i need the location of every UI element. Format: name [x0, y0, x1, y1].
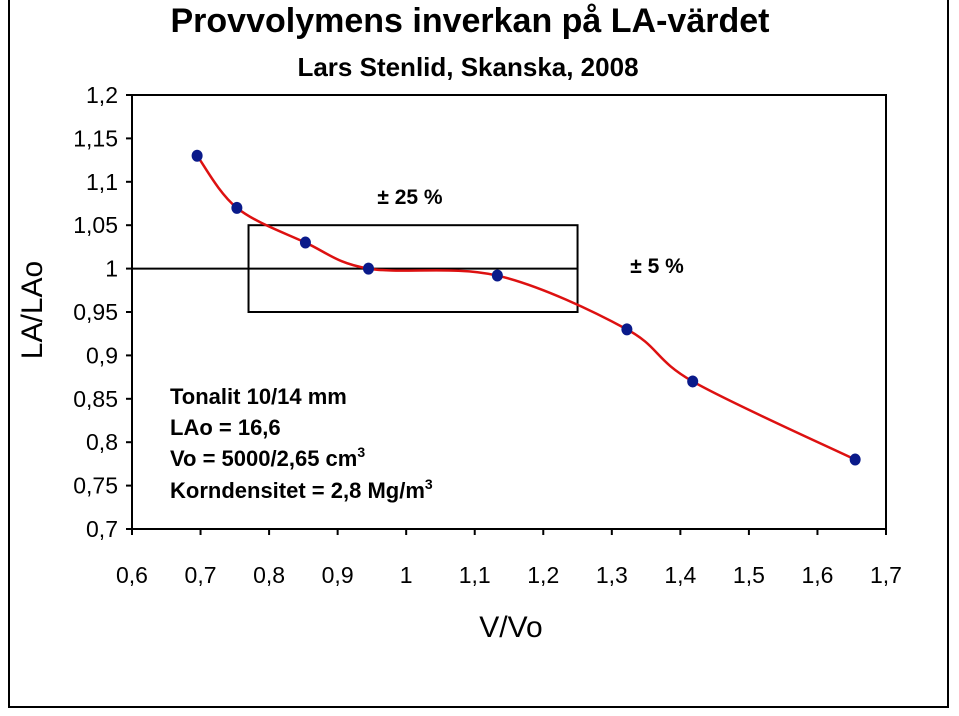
- x-tick-label: 1,3: [596, 562, 628, 588]
- x-tick-label: 1,2: [527, 562, 559, 588]
- y-tick-label: 1,05: [73, 212, 118, 238]
- chart-title: Provvolymens inverkan på LA-värdet: [170, 2, 769, 40]
- y-tick-label: 0,85: [73, 386, 118, 412]
- x-tick-label: 1,6: [801, 562, 833, 588]
- data-point: [687, 375, 699, 388]
- y-tick-label: 1: [105, 256, 118, 282]
- x-tick-label: 1,7: [870, 562, 902, 588]
- data-point: [621, 323, 633, 336]
- x-tick-label: 1: [400, 562, 413, 588]
- y-tick-label: 0,7: [86, 516, 118, 542]
- chart-subtitle: Lars Stenlid, Skanska, 2008: [297, 52, 638, 82]
- x-axis: 0,6 0,7 0,8 0,9 1 1,1 1,2 1,3 1,4 1,5 1,6 1,7: [116, 529, 902, 588]
- data-point: [491, 269, 503, 282]
- y-tick-label: 1,15: [73, 125, 118, 151]
- info-vo: Vo = 5000/2,65 cm3: [170, 444, 365, 471]
- x-tick-label: 0,8: [253, 562, 285, 588]
- data-point: [231, 201, 243, 214]
- x-tick-label: 0,9: [322, 562, 354, 588]
- box-label: ± 25 %: [377, 186, 443, 209]
- x-tick-label: 1,4: [664, 562, 696, 588]
- info-density: Korndensitet = 2,8 Mg/m3: [170, 476, 433, 503]
- data-point: [191, 149, 203, 162]
- line-label: ± 5 %: [630, 255, 684, 278]
- y-axis: 0,7 0,75 0,8 0,85 0,9 0,95 1 1,05 1,1 1,15 1,2: [73, 82, 132, 542]
- y-tick-label: 1,2: [86, 82, 118, 108]
- x-axis-title: V/Vo: [479, 611, 542, 644]
- data-point: [299, 236, 311, 249]
- y-axis-title: LA/LAo: [16, 261, 49, 359]
- x-tick-label: 1,1: [459, 562, 491, 588]
- y-tick-label: 0,95: [73, 299, 118, 325]
- y-tick-label: 1,1: [86, 169, 118, 195]
- data-point: [362, 262, 374, 275]
- series-line: [196, 155, 856, 461]
- series-markers: [191, 149, 861, 466]
- x-tick-label: 0,6: [116, 562, 148, 588]
- chart-frame: [8, 0, 949, 708]
- y-tick-label: 0,9: [86, 342, 118, 368]
- y-tick-label: 0,75: [73, 473, 118, 499]
- y-tick-label: 0,8: [86, 429, 118, 455]
- x-tick-label: 0,7: [185, 562, 217, 588]
- info-lao: LAo = 16,6: [170, 415, 281, 440]
- tolerance-box: [247, 224, 579, 313]
- x-tick-label: 1,5: [733, 562, 765, 588]
- info-rock: Tonalit 10/14 mm: [170, 384, 347, 409]
- data-point: [849, 453, 861, 466]
